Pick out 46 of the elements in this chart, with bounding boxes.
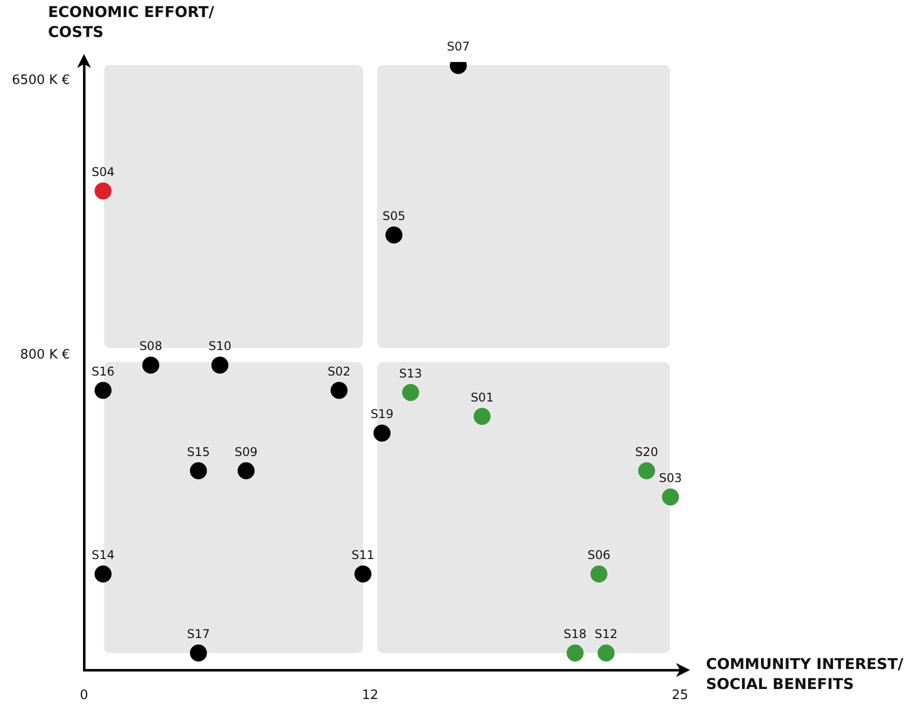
annotation: S16 (92, 364, 115, 378)
point (190, 462, 207, 480)
annotation: S06 (588, 548, 610, 562)
annotation: S01 (470, 390, 494, 405)
annotation: S11 (351, 548, 374, 562)
y-tick-label: 800 K € (20, 347, 70, 362)
point (566, 644, 584, 662)
annotation: S19 (370, 407, 394, 422)
point (374, 424, 390, 442)
point (354, 565, 372, 582)
point (238, 462, 255, 480)
annotation: S20 (635, 444, 658, 459)
point (211, 356, 228, 374)
y-axis-title: ECONOMIC EFFORT/ COSTS (48, 2, 214, 42)
annotation: S13 (399, 366, 422, 381)
annotation: S14 (92, 548, 115, 562)
annotation: S04 (92, 165, 115, 180)
annotation: S10 (208, 339, 232, 354)
point (330, 382, 348, 399)
x-tick-label: 25 (672, 688, 688, 704)
point (402, 384, 420, 402)
y-tick-label: 6500 K € (12, 73, 70, 88)
annotation: S05 (382, 209, 406, 224)
annotation: S12 (594, 627, 618, 642)
point (94, 382, 112, 399)
annotation: S02 (328, 364, 351, 378)
point (190, 644, 207, 662)
annotation: S17 (186, 627, 210, 642)
annotation: S03 (659, 471, 682, 486)
point (662, 488, 679, 506)
point (474, 408, 491, 425)
annotation: S15 (186, 444, 210, 459)
point (598, 644, 615, 662)
annotation: S09 (234, 444, 258, 459)
annotation: S07 (446, 40, 470, 54)
annotation: S08 (139, 339, 162, 354)
point (385, 226, 402, 244)
point (142, 356, 160, 374)
x-tick-label: 12 (362, 688, 378, 704)
point (94, 565, 112, 582)
annotation: S18 (564, 627, 587, 642)
point (590, 565, 608, 582)
point (94, 182, 112, 200)
x-axis-title: COMMUNITY INTEREST/ SOCIAL BENEFITS (706, 654, 904, 694)
point (638, 462, 656, 480)
x-tick-label: 0 (80, 688, 88, 704)
